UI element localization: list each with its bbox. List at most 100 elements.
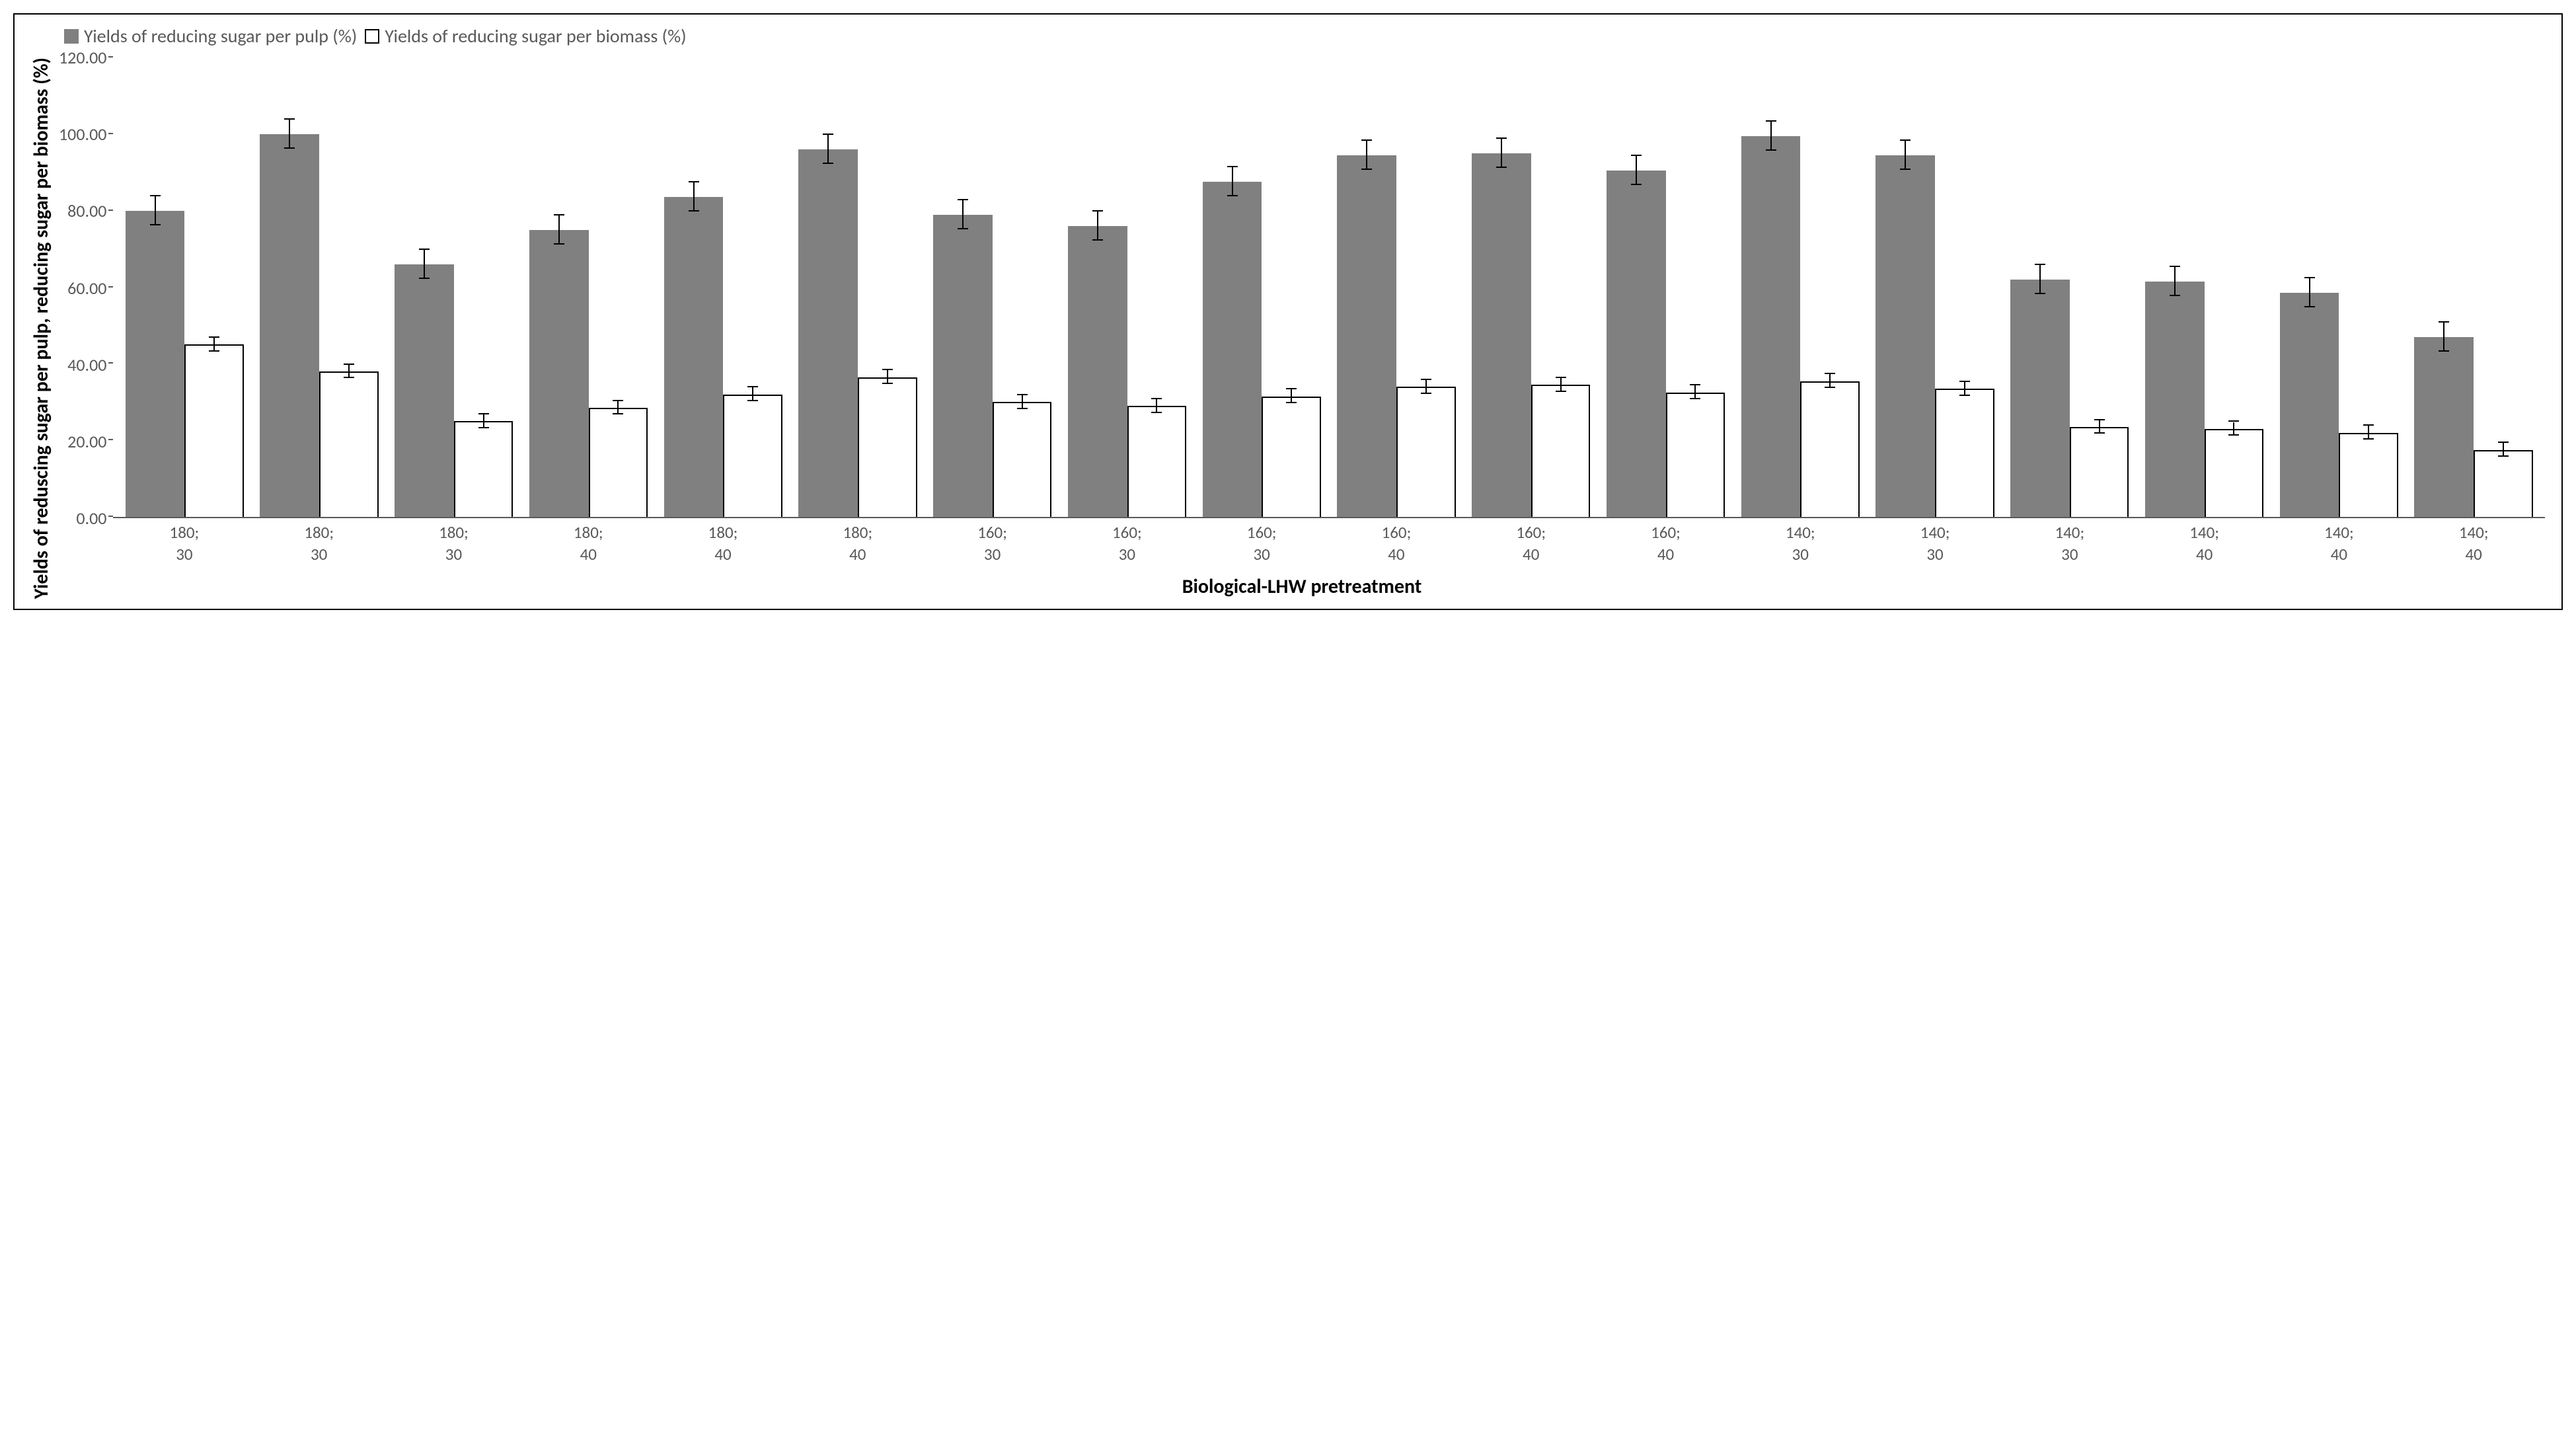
- bar-fill: [395, 264, 454, 517]
- bar-fill: [858, 377, 917, 517]
- error-cap: [823, 134, 833, 135]
- bar-fill: [1127, 406, 1187, 517]
- error-cap: [209, 336, 219, 338]
- error-cap: [613, 400, 623, 401]
- error-cap: [209, 350, 219, 352]
- bar-fill: [1396, 387, 1456, 517]
- error-cap: [689, 181, 699, 182]
- bar-series1: [798, 58, 858, 517]
- error-bar: [1425, 380, 1427, 394]
- bar-group: [656, 58, 790, 517]
- error-bar: [1905, 141, 1906, 170]
- bar-series1: [1741, 58, 1801, 517]
- bar-group: [925, 58, 1060, 517]
- bar-fill: [1875, 155, 1935, 517]
- error-bar: [213, 338, 215, 352]
- error-cap: [2170, 266, 2180, 267]
- bar-series2: [319, 58, 379, 517]
- bar-group: [2406, 58, 2541, 517]
- error-cap: [1959, 381, 1970, 382]
- x-axis-labels: 180;30180;30180;30180;40180;40180;40160;…: [113, 518, 2545, 565]
- bar-group: [1194, 58, 1329, 517]
- y-axis-title: Yields of reduscing sugar per pulp, redu…: [24, 58, 59, 599]
- error-cap: [1092, 239, 1103, 241]
- bar-fill: [529, 230, 589, 517]
- error-cap: [1286, 388, 1297, 389]
- y-tick-mark: [108, 133, 113, 134]
- y-tick-mark: [108, 56, 113, 58]
- bar-series2: [858, 58, 917, 517]
- y-tick-mark: [108, 439, 113, 440]
- bar-fill: [2205, 429, 2264, 517]
- error-cap: [2304, 306, 2315, 307]
- bar-fill: [723, 395, 782, 517]
- error-cap: [554, 214, 564, 215]
- bar-series2: [589, 58, 648, 517]
- error-cap: [613, 413, 623, 414]
- x-tick-label: 140;40: [2137, 522, 2272, 565]
- bar-series1: [126, 58, 185, 517]
- error-cap: [1766, 120, 1776, 122]
- bar-group: [1329, 58, 1464, 517]
- error-cap: [1361, 169, 1372, 170]
- error-bar: [2443, 323, 2444, 352]
- error-cap: [1227, 195, 1238, 196]
- error-bar: [1964, 382, 1965, 396]
- bar-series1: [1607, 58, 1666, 517]
- error-cap: [284, 147, 295, 149]
- x-tick-label: 140;30: [1868, 522, 2002, 565]
- y-axis-labels: 120.00100.0080.0060.0040.0020.000.00: [59, 58, 113, 518]
- bar-series2: [1800, 58, 1860, 517]
- error-bar: [1636, 156, 1637, 185]
- error-cap: [747, 400, 758, 401]
- error-cap: [1421, 379, 1431, 380]
- bar-group: [252, 58, 387, 517]
- error-cap: [2228, 420, 2239, 422]
- error-cap: [689, 210, 699, 212]
- bar-fill: [1203, 182, 1262, 517]
- error-cap: [1825, 387, 1835, 388]
- legend-swatch-series2: [365, 29, 379, 44]
- error-bar: [483, 414, 484, 428]
- plot-wrap: 120.00100.0080.0060.0040.0020.000.00 180…: [59, 58, 2545, 599]
- x-tick-label: 180;30: [117, 522, 252, 565]
- error-cap: [1017, 408, 1028, 409]
- error-bar: [424, 250, 425, 279]
- error-cap: [419, 249, 430, 250]
- bar-fill: [2010, 280, 2070, 517]
- bar-fill: [1800, 381, 1860, 518]
- error-cap: [284, 118, 295, 120]
- error-cap: [150, 224, 161, 225]
- error-cap: [1361, 139, 1372, 141]
- error-bar: [155, 196, 156, 225]
- x-labels-spacer: [59, 518, 113, 565]
- error-bar: [2039, 265, 2041, 294]
- y-tick-mark: [108, 286, 113, 288]
- bar-series2: [2339, 58, 2398, 517]
- error-bar: [1232, 167, 1233, 196]
- bar-series2: [184, 58, 244, 517]
- legend-item-series1: Yields of reducing sugar per pulp (%): [64, 24, 357, 48]
- bar-series1: [1472, 58, 1531, 517]
- bar-fill: [993, 402, 1052, 517]
- bar-fill: [2280, 293, 2339, 517]
- bar-group: [1868, 58, 2002, 517]
- error-bar: [1829, 374, 1831, 388]
- bar-fill: [1068, 226, 1127, 517]
- bar-fill: [1472, 153, 1531, 517]
- error-cap: [1151, 412, 1162, 413]
- error-cap: [1825, 373, 1835, 374]
- error-cap: [2363, 424, 2374, 426]
- error-cap: [2035, 293, 2045, 294]
- bar-fill: [2474, 450, 2533, 517]
- x-tick-label: 180;40: [656, 522, 790, 565]
- error-cap: [1092, 210, 1103, 212]
- y-tick-mark: [108, 362, 113, 364]
- error-cap: [1900, 139, 1911, 141]
- bar-series2: [454, 58, 513, 517]
- error-cap: [1690, 384, 1700, 385]
- error-cap: [478, 413, 489, 414]
- bar-series1: [1875, 58, 1935, 517]
- error-bar: [1022, 395, 1023, 409]
- y-tick-mark: [108, 210, 113, 211]
